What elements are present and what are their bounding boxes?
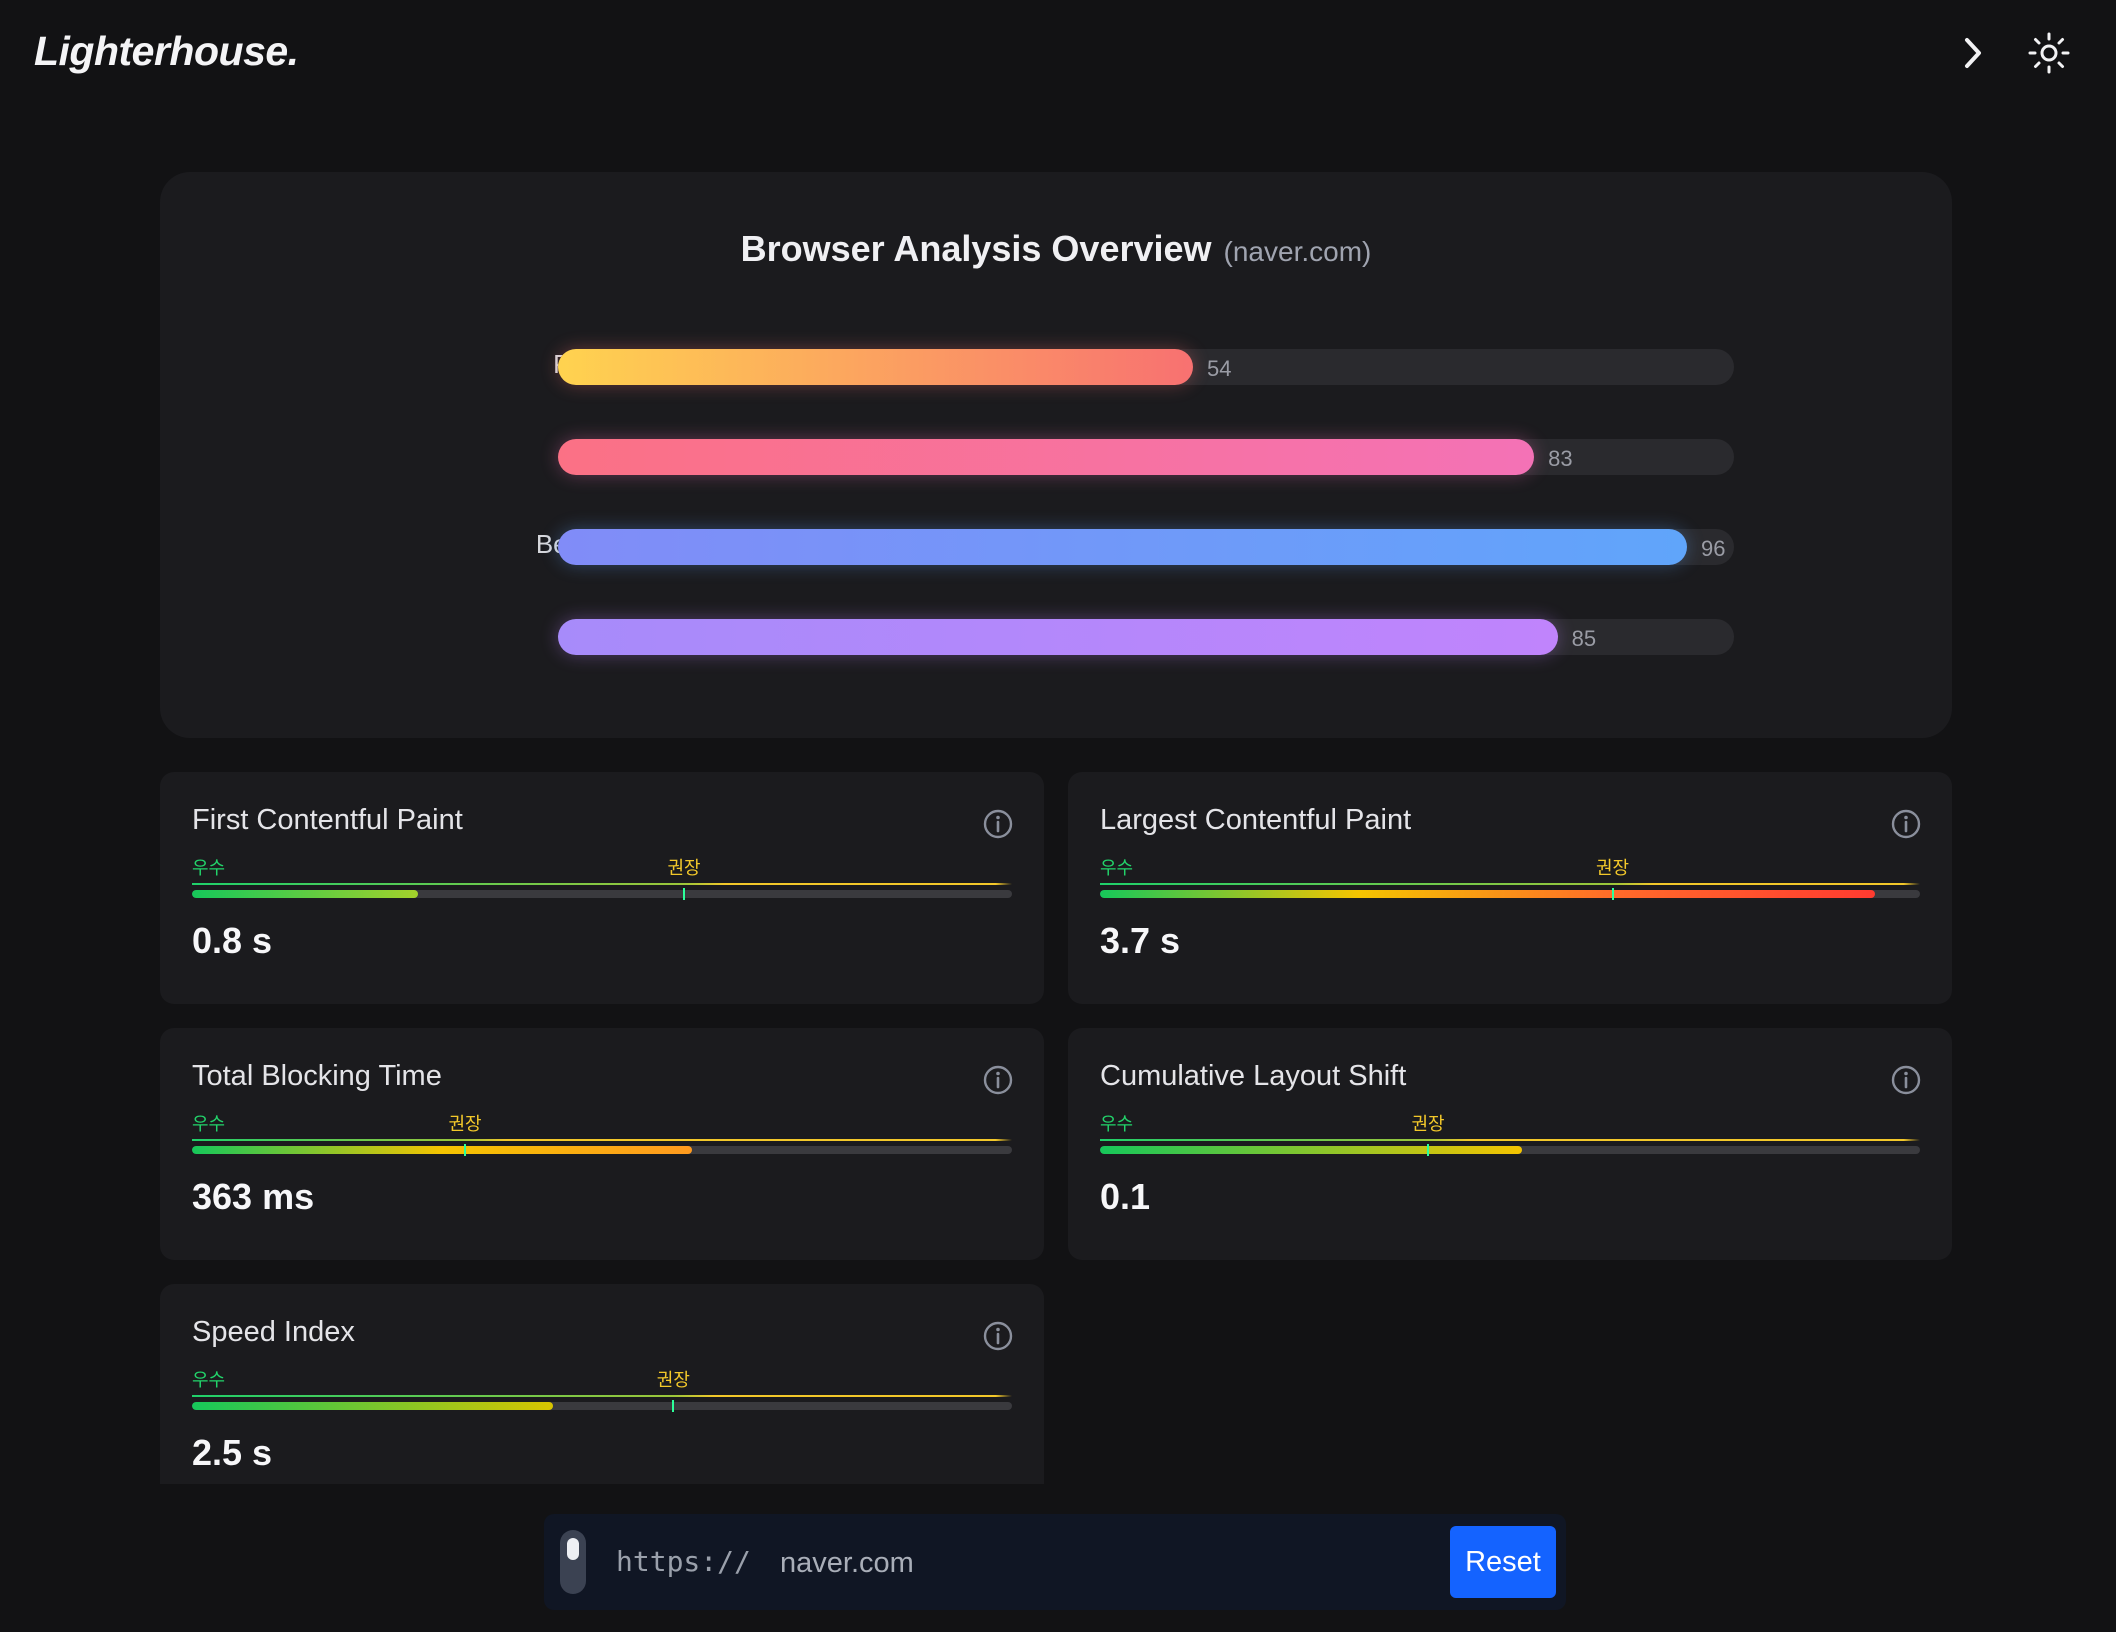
- sun-icon: [2028, 32, 2070, 74]
- overview-title: Browser Analysis Overview (naver.com): [160, 228, 1952, 270]
- metric-value: 363 ms: [192, 1176, 315, 1217]
- threshold-line: [192, 1139, 1012, 1141]
- score-value: 85: [1571, 626, 1597, 651]
- recommended-label: 권장: [667, 858, 701, 878]
- score-fill: [558, 529, 1687, 565]
- brand-logo: Lighterhouse.: [34, 28, 299, 74]
- score-value: 83: [1548, 446, 1573, 471]
- info-icon[interactable]: [982, 1320, 1014, 1352]
- good-label: 우수: [192, 858, 226, 878]
- metric-card: Speed Index 우수 권장 2.5 s: [160, 1284, 1044, 1484]
- metric-value: 0.8 s: [192, 920, 273, 961]
- score-row: Best Practices96: [160, 514, 1952, 574]
- theme-toggle-button[interactable]: [2026, 30, 2072, 76]
- metric-card: First Contentful Paint 우수 권장 0.8 s: [160, 772, 1044, 1004]
- metric-title: Cumulative Layout Shift: [1100, 1060, 1407, 1092]
- score-fill: [558, 439, 1535, 475]
- metric-title: Speed Index: [192, 1316, 355, 1348]
- metric-value: 2.5 s: [192, 1432, 273, 1473]
- recommended-label: 권장: [656, 1370, 690, 1390]
- threshold-line: [1100, 1139, 1920, 1141]
- url-input[interactable]: [778, 1534, 1382, 1592]
- score-track: 83: [558, 439, 1734, 475]
- metric-title: Total Blocking Time: [192, 1060, 442, 1092]
- header-actions: [1950, 30, 2072, 76]
- info-icon[interactable]: [1890, 808, 1922, 840]
- good-label: 우수: [1100, 1114, 1134, 1134]
- info-icon[interactable]: [982, 1064, 1014, 1096]
- good-label: 우수: [192, 1370, 226, 1390]
- metric-track: [192, 1402, 1012, 1410]
- overview-card: Browser Analysis Overview (naver.com) Per…: [160, 172, 1952, 738]
- score-track: 54: [558, 349, 1734, 385]
- metric-card: Largest Contentful Paint 우수 권장 3.7 s: [1068, 772, 1952, 1004]
- good-label: 우수: [192, 1114, 226, 1134]
- toggle-knob: [567, 1538, 579, 1560]
- threshold-line: [192, 883, 1012, 885]
- threshold-tick: [683, 888, 685, 900]
- metric-value: 0.1: [1100, 1176, 1151, 1217]
- metric-fill: [192, 1146, 693, 1154]
- score-track: 85: [558, 619, 1734, 655]
- chevron-right-icon: [1965, 38, 1981, 68]
- info-icon[interactable]: [1890, 1064, 1922, 1096]
- metric-fill: [1100, 890, 1875, 898]
- recommended-label: 권장: [1595, 858, 1630, 878]
- url-bar: https:// Reset: [544, 1514, 1566, 1610]
- metric-track: [1100, 890, 1920, 898]
- expand-button[interactable]: [1950, 30, 1996, 76]
- metric-track: [1100, 1146, 1920, 1154]
- metric-track: [192, 890, 1012, 898]
- overview-title-text: Browser Analysis Overview: [740, 228, 1212, 269]
- mode-toggle[interactable]: [560, 1530, 586, 1594]
- reset-button[interactable]: Reset: [1450, 1526, 1556, 1598]
- score-fill: [558, 619, 1558, 655]
- recommended-label: 권장: [1411, 1114, 1445, 1134]
- metric-title: Largest Contentful Paint: [1100, 804, 1412, 836]
- overview-domain: (naver.com): [1223, 236, 1372, 267]
- info-icon[interactable]: [982, 808, 1014, 840]
- threshold-tick: [1427, 1144, 1429, 1156]
- metric-card: Cumulative Layout Shift 우수 권장 0.1: [1068, 1028, 1952, 1260]
- metric-title: First Contentful Paint: [192, 804, 463, 836]
- score-row: Accessibility83: [160, 424, 1952, 484]
- score-row: Performance54: [160, 334, 1952, 394]
- threshold-tick: [464, 1144, 467, 1156]
- metric-track: [192, 1146, 1012, 1154]
- threshold-tick: [1611, 888, 1614, 900]
- metric-card: Total Blocking Time 우수 권장 363 ms: [160, 1028, 1044, 1260]
- score-value: 96: [1700, 536, 1726, 561]
- recommended-label: 권장: [448, 1114, 482, 1134]
- score-track: 96: [558, 529, 1734, 565]
- metric-fill: [1100, 1146, 1523, 1154]
- url-prefix: https://: [616, 1545, 751, 1578]
- score-fill: [558, 349, 1194, 385]
- threshold-tick: [672, 1400, 675, 1412]
- metric-fill: [192, 1402, 553, 1410]
- good-label: 우수: [1100, 858, 1134, 878]
- metric-fill: [192, 890, 418, 898]
- metric-value: 3.7 s: [1100, 920, 1181, 961]
- score-value: 54: [1207, 356, 1232, 381]
- threshold-line: [192, 1395, 1012, 1397]
- threshold-line: [1100, 883, 1920, 885]
- score-row: SEO85: [160, 604, 1952, 664]
